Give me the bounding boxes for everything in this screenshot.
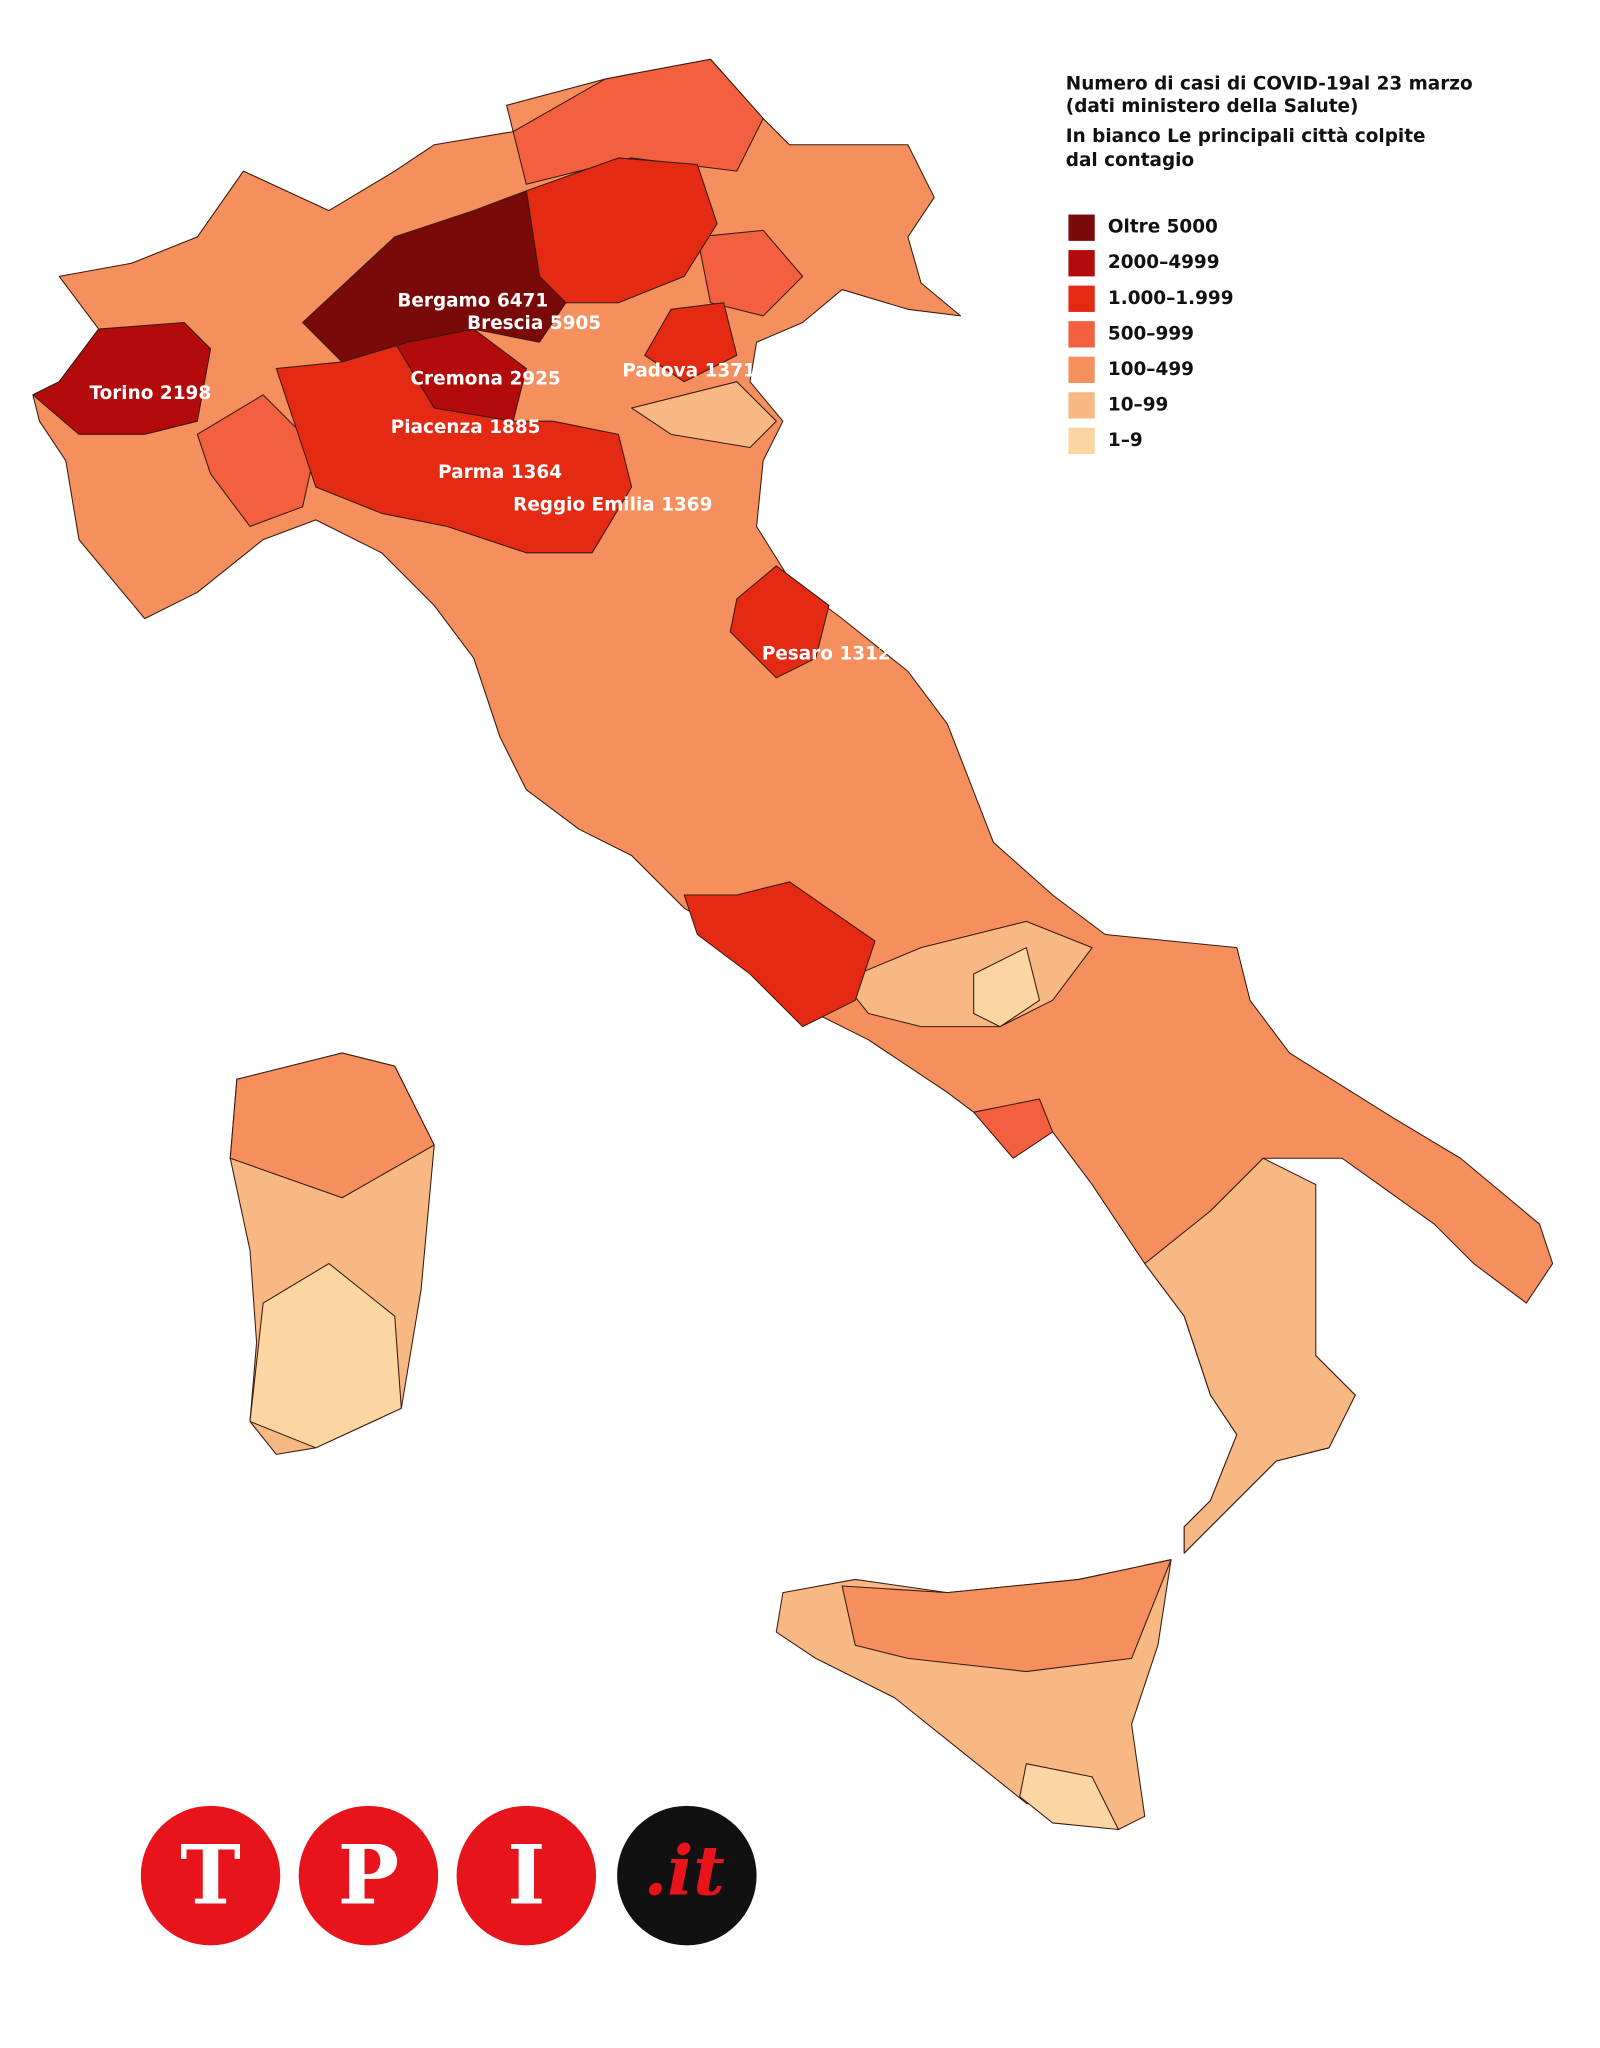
- city-name: Piacenza: [391, 417, 483, 438]
- city-label: Piacenza 1885: [391, 417, 541, 438]
- legend-swatch: [1068, 321, 1095, 348]
- isernia: [973, 947, 1041, 1028]
- title-line: (dati ministero della Salute): [1066, 96, 1359, 117]
- pesaro: [729, 565, 830, 679]
- city-label: Cremona 2925: [411, 368, 561, 389]
- subtitle-line: dal contagio: [1066, 150, 1194, 171]
- legend-label: 1.000–1.999: [1108, 288, 1234, 309]
- legend-label: 500–999: [1108, 323, 1194, 344]
- north-east: [512, 58, 764, 185]
- legend-swatch: [1068, 427, 1095, 455]
- city-name: Padova: [622, 360, 698, 381]
- logo-letter: I: [507, 1828, 545, 1924]
- legend-swatch: [1068, 285, 1095, 312]
- city-label: Bergamo 6471: [397, 291, 548, 312]
- city-name: Parma: [438, 462, 504, 483]
- city-label: Torino 2198: [89, 383, 211, 404]
- torino: [32, 321, 212, 435]
- logo-suffix: .it: [644, 1832, 725, 1912]
- city-cases: 1312: [839, 643, 890, 664]
- sassari: [229, 1052, 435, 1199]
- city-cases: 2925: [510, 368, 561, 389]
- title-line: Numero di casi di COVID-19al 23 marzo: [1066, 73, 1473, 94]
- calabria-basilicata: [1144, 1157, 1356, 1554]
- legend-label: 100–499: [1108, 359, 1194, 380]
- city-label: Padova 1371: [622, 360, 755, 381]
- city-cases: 1364: [511, 462, 562, 483]
- city-cases: 1369: [661, 495, 712, 516]
- city-name: Pesaro: [762, 643, 833, 664]
- napoli: [973, 1098, 1054, 1159]
- legend-swatch: [1068, 250, 1095, 277]
- city-name: Torino: [89, 383, 153, 404]
- city-cases: 1371: [705, 360, 756, 381]
- logo: T P I .it: [140, 1805, 757, 1946]
- venezia: [696, 229, 804, 317]
- palermo-messina: [841, 1559, 1172, 1673]
- city-label: Brescia 5905: [467, 313, 601, 334]
- city-cases: 6471: [497, 291, 548, 312]
- logo-letter: P: [338, 1828, 399, 1924]
- legend-swatch: [1068, 356, 1095, 384]
- legend-swatch: [1068, 214, 1095, 241]
- subtitle-line: In bianco Le principali città colpite: [1066, 126, 1426, 147]
- legend: Oltre 5000 2000–4999 1.000–1.999 500–999 100…: [1068, 214, 1234, 455]
- logo-circle: [298, 1805, 439, 1946]
- legend-swatch: [1068, 392, 1095, 419]
- city-cases: 2198: [160, 383, 211, 404]
- city-label: Reggio Emilia 1369: [513, 495, 712, 516]
- city-name: Brescia: [467, 313, 543, 334]
- city-name: Cremona: [411, 368, 503, 389]
- padova: [644, 302, 738, 383]
- city-cases: 1885: [489, 417, 540, 438]
- legend-label: 1–9: [1108, 430, 1143, 451]
- logo-letter: T: [180, 1828, 241, 1924]
- legend-label: Oltre 5000: [1108, 217, 1218, 238]
- city-cases: 5905: [550, 313, 601, 334]
- alessandria: [196, 394, 317, 528]
- italy-map: [32, 58, 1554, 1831]
- ragusa: [1019, 1763, 1119, 1831]
- logo-circle: [456, 1805, 597, 1946]
- logo-circle: [617, 1805, 757, 1946]
- legend-label: 10–99: [1108, 394, 1168, 415]
- cagliari: [249, 1263, 402, 1449]
- legend-label: 2000–4999: [1108, 252, 1220, 273]
- roma: [683, 881, 876, 1028]
- bergamo-brescia: [302, 190, 567, 363]
- city-name: Bergamo: [397, 291, 490, 312]
- logo-circle: [140, 1805, 281, 1946]
- city-name: Reggio Emilia: [513, 495, 654, 516]
- city-label: Parma 1364: [438, 462, 562, 483]
- city-label: Pesaro 1312: [762, 643, 891, 664]
- rovigo: [631, 381, 777, 449]
